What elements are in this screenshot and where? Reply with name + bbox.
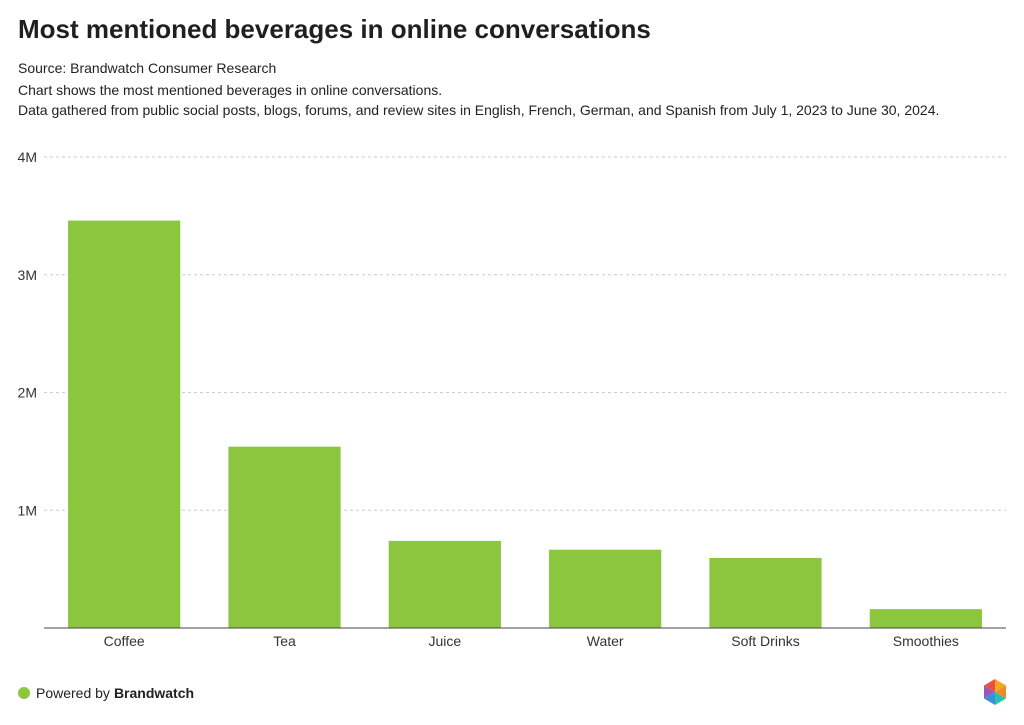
powered-by-text: Powered by xyxy=(36,685,110,701)
x-tick-label: Soft Drinks xyxy=(731,633,799,649)
x-tick-label: Coffee xyxy=(104,633,145,649)
bar-smoothies xyxy=(869,609,982,628)
bar-water xyxy=(549,549,662,628)
x-tick-label: Tea xyxy=(273,633,296,649)
description-line-2: Data gathered from public social posts, … xyxy=(18,102,940,118)
y-tick-label: 3M xyxy=(18,267,37,283)
bar-tea xyxy=(228,446,341,628)
y-tick-label: 2M xyxy=(18,385,37,401)
x-tick-label: Juice xyxy=(428,633,461,649)
bar-soft-drinks xyxy=(709,557,822,628)
y-tick-label: 4M xyxy=(18,149,37,165)
source-text: Source: Brandwatch Consumer Research xyxy=(18,60,277,76)
x-tick-label: Smoothies xyxy=(893,633,959,649)
brand-dot-icon xyxy=(18,687,30,699)
brand-name[interactable]: Brandwatch xyxy=(113,685,195,701)
bar-juice xyxy=(388,540,501,628)
bar-coffee xyxy=(68,220,181,628)
x-tick-label: Water xyxy=(587,633,624,649)
footer: Powered by Brandwatch xyxy=(18,685,194,701)
chart-title: Most mentioned beverages in online conve… xyxy=(18,14,651,44)
description-line-1: Chart shows the most mentioned beverages… xyxy=(18,82,443,98)
brandwatch-logo-icon[interactable] xyxy=(983,678,1007,706)
y-tick-label: 1M xyxy=(18,502,37,518)
